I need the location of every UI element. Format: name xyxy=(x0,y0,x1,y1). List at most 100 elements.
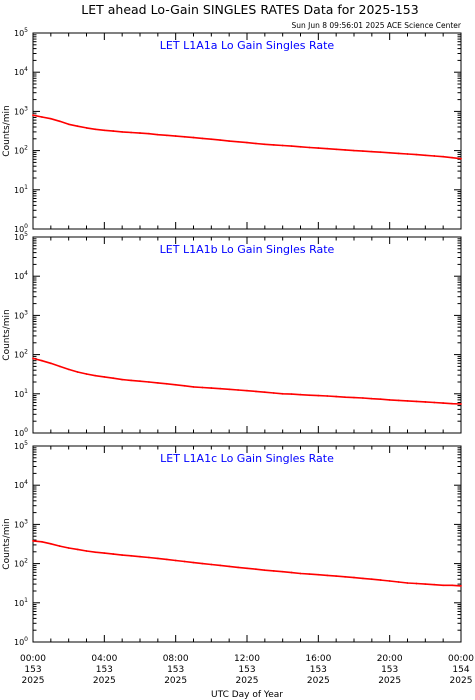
data-point xyxy=(228,388,231,391)
data-point xyxy=(112,377,115,380)
y-axis-label: Counts/min xyxy=(2,518,12,569)
data-point xyxy=(174,135,177,137)
data-point xyxy=(85,373,88,375)
x-tick-time: 20:00 xyxy=(377,654,403,664)
data-point xyxy=(263,391,266,394)
data-point xyxy=(255,568,257,571)
series-line xyxy=(32,114,462,160)
y-tick-label: 101 xyxy=(14,597,28,608)
data-point xyxy=(281,144,284,147)
data-point xyxy=(237,566,239,569)
plot-frame xyxy=(32,445,462,643)
series-line xyxy=(32,540,462,587)
data-point xyxy=(388,398,391,401)
x-tick-label: 16:00 153 2025 xyxy=(305,654,331,686)
data-point xyxy=(58,545,61,547)
data-point xyxy=(148,381,150,383)
data-point xyxy=(103,129,106,132)
y-tick-base: 10 xyxy=(14,68,24,77)
data-point xyxy=(94,374,97,377)
data-point xyxy=(406,153,409,155)
y-tick-exponent: 4 xyxy=(24,270,28,277)
data-point xyxy=(130,554,132,557)
y-tick-base: 10 xyxy=(14,233,24,242)
x-tick-time: 16:00 xyxy=(305,654,331,664)
y-tick-exponent: 3 xyxy=(24,309,28,316)
data-point xyxy=(317,573,320,576)
data-point xyxy=(370,397,373,400)
data-point xyxy=(103,375,106,378)
figure-title: LET ahead Lo-Gain SINGLES RATES Data for… xyxy=(81,2,418,17)
y-tick-label: 103 xyxy=(14,105,28,116)
y-tick-label: 103 xyxy=(14,518,28,529)
data-point xyxy=(353,576,355,579)
data-point xyxy=(121,554,124,556)
data-point xyxy=(326,147,329,150)
data-point xyxy=(353,396,355,399)
data-point xyxy=(32,539,34,542)
x-tick-year: 2025 xyxy=(450,676,473,686)
data-point xyxy=(335,395,338,398)
data-point xyxy=(201,562,204,565)
data-point xyxy=(183,135,186,138)
data-point xyxy=(290,145,293,148)
data-point xyxy=(272,143,275,146)
data-point xyxy=(174,383,177,386)
y-tick-label: 105 xyxy=(14,231,28,242)
data-point xyxy=(326,395,329,397)
data-point xyxy=(388,151,391,154)
data-point xyxy=(290,571,293,574)
y-tick-exponent: 3 xyxy=(24,518,28,525)
data-point xyxy=(210,563,213,566)
data-point xyxy=(451,402,453,405)
x-tick-time: 00:00 xyxy=(20,654,46,664)
y-tick-label: 103 xyxy=(14,309,28,320)
y-tick-base: 10 xyxy=(14,29,24,38)
y-tick-label: 102 xyxy=(14,145,28,156)
y-tick-base: 10 xyxy=(14,272,24,281)
data-point xyxy=(344,575,346,578)
y-tick-exponent: 2 xyxy=(24,558,28,565)
y-tick-exponent: 3 xyxy=(24,105,28,112)
data-point xyxy=(317,394,320,397)
y-tick-base: 10 xyxy=(14,442,24,451)
y-tick-base: 10 xyxy=(14,638,24,647)
plot-frame xyxy=(32,32,462,230)
data-point xyxy=(41,540,43,543)
x-tick-doy: 153 xyxy=(381,665,398,675)
data-point xyxy=(76,125,79,128)
y-tick-label: 104 xyxy=(14,270,28,281)
y-tick-base: 10 xyxy=(14,147,24,156)
data-point xyxy=(58,365,61,368)
data-point xyxy=(94,128,97,131)
data-point xyxy=(112,553,115,555)
y-tick-base: 10 xyxy=(14,351,24,360)
data-point xyxy=(281,392,284,395)
y-tick-label: 101 xyxy=(14,184,28,195)
data-point xyxy=(424,154,427,157)
data-point xyxy=(379,398,382,401)
data-point xyxy=(130,131,132,134)
y-tick-label: 102 xyxy=(14,558,28,569)
x-axis-label: UTC Day of Year xyxy=(211,690,283,700)
y-tick-label: 100 xyxy=(14,636,28,647)
data-point xyxy=(272,570,275,572)
y-tick-base: 10 xyxy=(14,107,24,116)
data-point xyxy=(344,149,346,151)
x-tick-year: 2025 xyxy=(378,676,401,686)
data-point xyxy=(156,381,159,384)
data-point xyxy=(228,140,231,142)
y-axis-label: Counts/min xyxy=(2,105,12,156)
data-point xyxy=(415,400,418,403)
data-point xyxy=(49,362,52,365)
data-point xyxy=(174,559,177,562)
data-point xyxy=(156,133,159,136)
data-point xyxy=(49,542,52,545)
y-tick-base: 10 xyxy=(14,429,24,438)
data-point xyxy=(201,386,204,389)
data-point xyxy=(192,561,195,564)
x-tick-label: 08:00 153 2025 xyxy=(163,654,189,686)
data-point xyxy=(246,389,248,392)
